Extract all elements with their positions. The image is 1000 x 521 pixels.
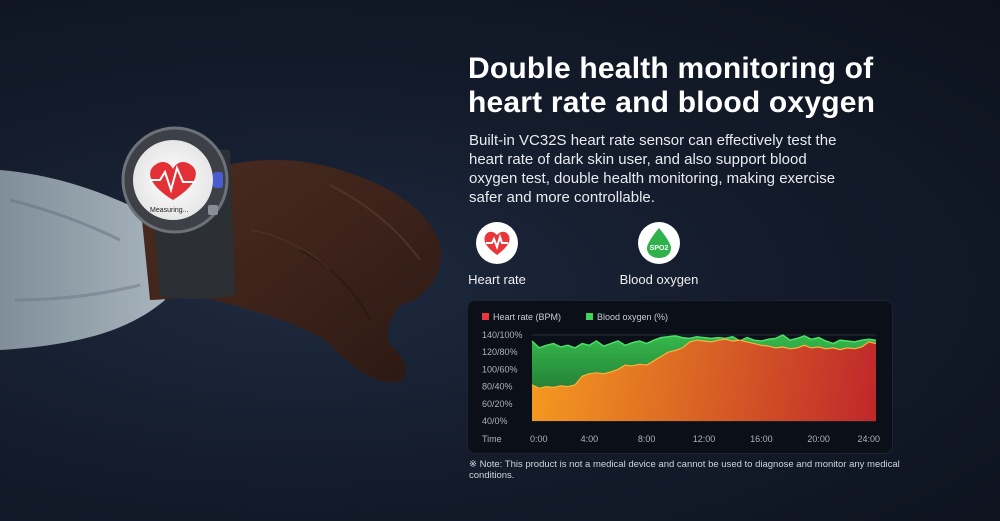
legend-swatch (586, 313, 593, 320)
legend-label: Heart rate (BPM) (493, 312, 561, 322)
heart-rate-area (532, 339, 876, 421)
description-line-2: heart rate of dark skin user, and also s… (469, 151, 807, 168)
spo2-icon-text: SPO2 (650, 245, 669, 252)
y-tick-label: 120/80% (482, 347, 518, 357)
blood-oxygen-label: Blood oxygen (619, 272, 699, 287)
sleeve (0, 170, 165, 350)
product-photo: Measuring... (0, 126, 441, 383)
headline-line-2: heart rate and blood oxygen (468, 86, 876, 119)
y-tick-label: 140/100% (482, 330, 523, 340)
heart-rate-feature: Heart rate (466, 222, 528, 287)
headline: Double health monitoring of heart rate a… (468, 52, 988, 120)
y-tick-label: 40/0% (482, 416, 508, 426)
description: Built-in VC32S heart rate sensor can eff… (469, 131, 909, 207)
x-tick-label: 4:00 (581, 434, 599, 444)
y-tick-label: 80/40% (482, 382, 513, 392)
chart-canvas: Heart rate (BPM) Blood oxygen (%) 40/0% 60/… (482, 312, 880, 444)
x-tick-label: 0:00 (530, 434, 548, 444)
description-line-4: safer and more controllable. (469, 189, 655, 206)
health-chart: Heart rate (BPM) Blood oxygen (%) 40/0% 60/… (467, 300, 893, 454)
x-tick-label: 20:00 (807, 434, 830, 444)
headline-line-1: Double health monitoring of (468, 52, 874, 85)
x-axis-label: Time (482, 434, 502, 444)
description-line-1: Built-in VC32S heart rate sensor can eff… (469, 132, 837, 149)
watch-screen-text: Measuring... (150, 207, 189, 214)
heart-rate-line (531, 338, 877, 389)
blood-oxygen-feature: SPO2 Blood oxygen (614, 222, 704, 287)
x-tick-label: 16:00 (750, 434, 773, 444)
x-tick-label: 12:00 (693, 434, 716, 444)
blood-oxygen-line (531, 334, 877, 349)
medical-disclaimer: ※ Note: This product is not a medical de… (469, 459, 900, 481)
legend-label: Blood oxygen (%) (597, 312, 668, 322)
x-tick-label: 8:00 (638, 434, 656, 444)
legend-swatch (482, 313, 489, 320)
spo2-icon: SPO2 (638, 222, 680, 264)
heart-icon (476, 222, 518, 264)
y-tick-label: 100/60% (482, 364, 518, 374)
heart-rate-label: Heart rate (468, 272, 526, 287)
y-tick-label: 60/20% (482, 399, 513, 409)
description-line-3: oxygen test, double health monitoring, m… (469, 170, 836, 187)
x-tick-label: 24:00 (857, 434, 880, 444)
